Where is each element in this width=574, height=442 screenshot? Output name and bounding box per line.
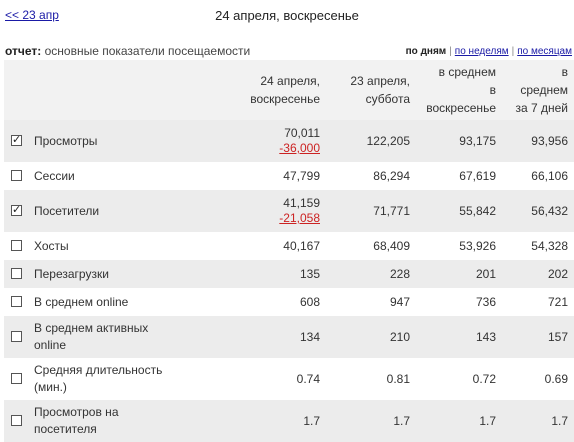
value-today: 0.74: [236, 358, 326, 400]
value-avg-sunday: 55,842: [416, 190, 502, 232]
value-yesterday: 947: [326, 288, 416, 316]
value-today: 135: [236, 260, 326, 288]
metric-label: Посетители: [30, 190, 236, 232]
period-separator: |: [511, 46, 515, 57]
value-yesterday: 122,205: [326, 120, 416, 162]
header-col-yesterday: 23 апреля, суббота: [326, 60, 416, 120]
table-row: Просмотры 70,011-36,000 122,205 93,175 9…: [4, 120, 574, 162]
value-avg-7days: 54,328: [502, 232, 574, 260]
value-avg-7days: 0.69: [502, 358, 574, 400]
value-avg-sunday: 93,175: [416, 120, 502, 162]
table-header-row: 24 апреля, воскресенье 23 апреля, суббота …: [4, 60, 574, 120]
metric-label: Хосты: [30, 232, 236, 260]
value-avg-sunday: 201: [416, 260, 502, 288]
value-avg-sunday: 1.7: [416, 400, 502, 442]
value-today: 47,799: [236, 162, 326, 190]
metric-label: Средняя длительность (мин.): [30, 358, 236, 400]
top-bar: << 23 апр 24 апреля, воскресенье: [0, 0, 574, 30]
diff-link[interactable]: -36,000: [279, 141, 320, 155]
report-bar: отчет: основные показатели посещаемости …: [0, 42, 574, 60]
value-today: 41,159 -21,058: [236, 190, 326, 232]
metric-checkbox[interactable]: [11, 415, 22, 426]
value-today: 70,011 -36,000: [236, 120, 326, 162]
period-separator: |: [449, 46, 452, 57]
table-row: Просмотров на посетителя 1.7 1.7 1.7 1.7: [4, 400, 574, 442]
value-avg-7days: 56,432: [502, 190, 574, 232]
value-avg-sunday: 67,619: [416, 162, 502, 190]
header-col-avg-sunday: в среднем в воскресенье: [416, 60, 502, 120]
value-today: 134: [236, 316, 326, 358]
metric-checkbox[interactable]: [11, 331, 22, 342]
value-avg-7days: 721: [502, 288, 574, 316]
value-yesterday: 0.81: [326, 358, 416, 400]
table-row: Сессии 47,799 86,294 67,619 66,106: [4, 162, 574, 190]
metric-checkbox[interactable]: [11, 296, 22, 307]
value-yesterday: 228: [326, 260, 416, 288]
value-yesterday: 1.7: [326, 400, 416, 442]
value-avg-sunday: 0.72: [416, 358, 502, 400]
header-col-today: 24 апреля, воскресенье: [236, 60, 326, 120]
page-title: 24 апреля, воскресенье: [215, 8, 359, 23]
value-avg-sunday: 736: [416, 288, 502, 316]
value-today: 608: [236, 288, 326, 316]
value-avg-sunday: 143: [416, 316, 502, 358]
metric-label: Перезагрузки: [30, 260, 236, 288]
metric-checkbox[interactable]: [11, 373, 22, 384]
period-weeks-link[interactable]: по неделям: [454, 46, 509, 57]
table-row: Перезагрузки 135 228 201 202: [4, 260, 574, 288]
metric-checkbox[interactable]: [11, 203, 22, 216]
table-row: Посетители 41,159-21,058 71,771 55,842 5…: [4, 190, 574, 232]
table-row: Средняя длительность (мин.) 0.74 0.81 0.7…: [4, 358, 574, 400]
table-row: В среднем активных online 134 210 143 157: [4, 316, 574, 358]
metric-label: В среднем online: [30, 288, 236, 316]
value-yesterday: 86,294: [326, 162, 416, 190]
metric-label: Просмотры: [30, 120, 236, 162]
metric-label: В среднем активных online: [30, 316, 236, 358]
diff-link[interactable]: -21,058: [279, 211, 320, 225]
metric-label: Сессии: [30, 162, 236, 190]
period-switcher: по дням | по неделям | по месяцам: [406, 46, 572, 57]
period-days-active: по дням: [405, 46, 447, 57]
value-avg-7days: 202: [502, 260, 574, 288]
report-label-prefix: отчет:: [5, 44, 42, 58]
prev-day-link[interactable]: << 23 апр: [5, 8, 59, 22]
metric-checkbox[interactable]: [11, 268, 22, 279]
value-yesterday: 68,409: [326, 232, 416, 260]
value-today: 1.7: [236, 400, 326, 442]
header-col-avg-7days: в среднем за 7 дней: [502, 60, 574, 120]
value-yesterday: 210: [326, 316, 416, 358]
header-check-cell: [4, 60, 30, 120]
metric-checkbox[interactable]: [11, 133, 22, 146]
report-name: основные показатели посещаемости: [41, 44, 251, 58]
period-months-link[interactable]: по месяцам: [517, 46, 572, 57]
stats-table: 24 апреля, воскресенье 23 апреля, суббота …: [4, 60, 574, 442]
value-avg-7days: 66,106: [502, 162, 574, 190]
table-row: В среднем online 608 947 736 721: [4, 288, 574, 316]
value-avg-7days: 1.7: [502, 400, 574, 442]
value-avg-sunday: 53,926: [416, 232, 502, 260]
metric-label: Просмотров на посетителя: [30, 400, 236, 442]
header-label-cell: [30, 60, 236, 120]
metric-checkbox[interactable]: [11, 240, 22, 251]
value-avg-7days: 157: [502, 316, 574, 358]
table-row: Хосты 40,167 68,409 53,926 54,328: [4, 232, 574, 260]
value-yesterday: 71,771: [326, 190, 416, 232]
report-title: отчет: основные показатели посещаемости: [5, 44, 250, 58]
value-avg-7days: 93,956: [502, 120, 574, 162]
value-today: 40,167: [236, 232, 326, 260]
metric-checkbox[interactable]: [11, 170, 22, 181]
